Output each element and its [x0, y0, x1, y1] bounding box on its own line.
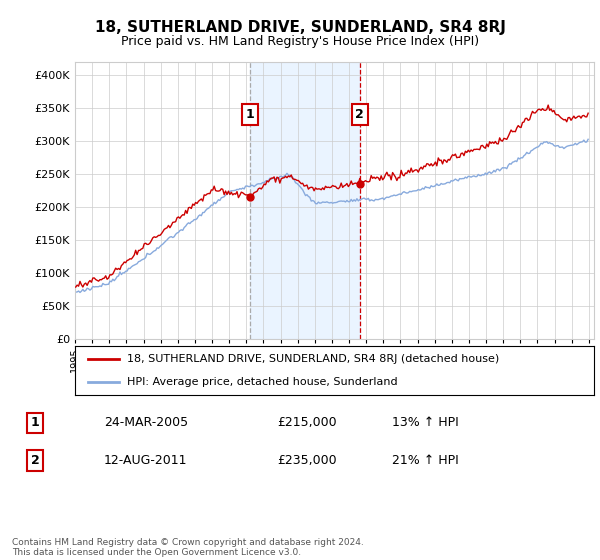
Text: 18, SUTHERLAND DRIVE, SUNDERLAND, SR4 8RJ: 18, SUTHERLAND DRIVE, SUNDERLAND, SR4 8R… [95, 20, 505, 35]
Text: Price paid vs. HM Land Registry's House Price Index (HPI): Price paid vs. HM Land Registry's House … [121, 35, 479, 48]
Text: 13% ↑ HPI: 13% ↑ HPI [392, 416, 459, 430]
Text: 12-AUG-2011: 12-AUG-2011 [104, 454, 188, 467]
Text: Contains HM Land Registry data © Crown copyright and database right 2024.
This d: Contains HM Land Registry data © Crown c… [12, 538, 364, 557]
Text: £215,000: £215,000 [277, 416, 337, 430]
Text: 2: 2 [31, 454, 40, 467]
Text: 18, SUTHERLAND DRIVE, SUNDERLAND, SR4 8RJ (detached house): 18, SUTHERLAND DRIVE, SUNDERLAND, SR4 8R… [127, 354, 499, 365]
Text: 2: 2 [355, 108, 364, 121]
Text: 24-MAR-2005: 24-MAR-2005 [104, 416, 188, 430]
Text: £235,000: £235,000 [277, 454, 337, 467]
Text: 1: 1 [31, 416, 40, 430]
Text: 1: 1 [245, 108, 254, 121]
Text: HPI: Average price, detached house, Sunderland: HPI: Average price, detached house, Sund… [127, 377, 398, 388]
Text: 21% ↑ HPI: 21% ↑ HPI [392, 454, 459, 467]
Bar [250, 62, 360, 339]
